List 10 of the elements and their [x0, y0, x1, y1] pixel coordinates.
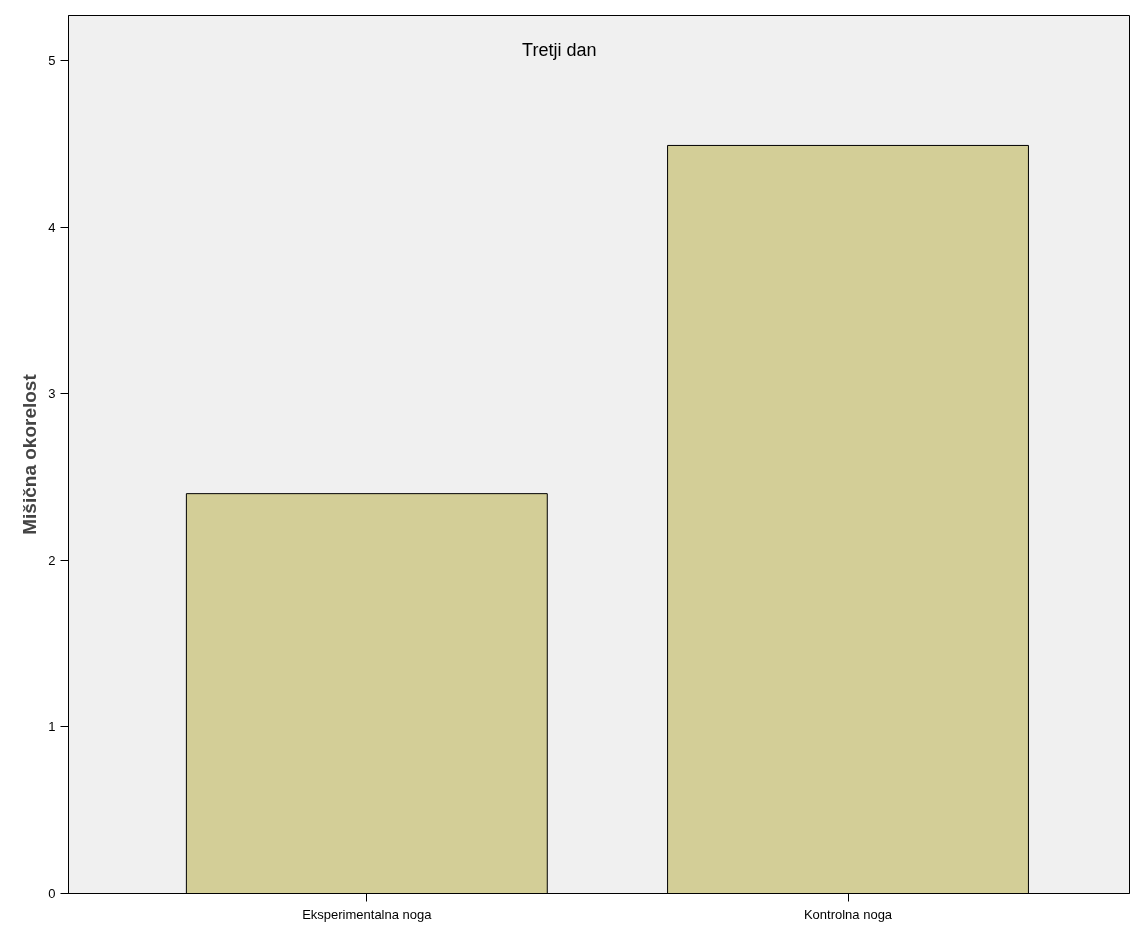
- text: Tretji dan: [522, 40, 597, 61]
- x-tick-label: Kontrolna noga: [803, 906, 893, 922]
- y-tick-label: 4: [48, 219, 56, 235]
- y-tick-label: 0: [48, 886, 56, 901]
- y-tick-label: 5: [48, 52, 56, 68]
- x-tick-label: Eksperimentalna noga: [302, 906, 433, 922]
- y-tick-label: 3: [48, 386, 56, 402]
- y-axis-title: Mišična okorelost: [19, 373, 41, 535]
- y-tick-label: 2: [48, 552, 56, 568]
- y-tick-label: 1: [48, 719, 56, 735]
